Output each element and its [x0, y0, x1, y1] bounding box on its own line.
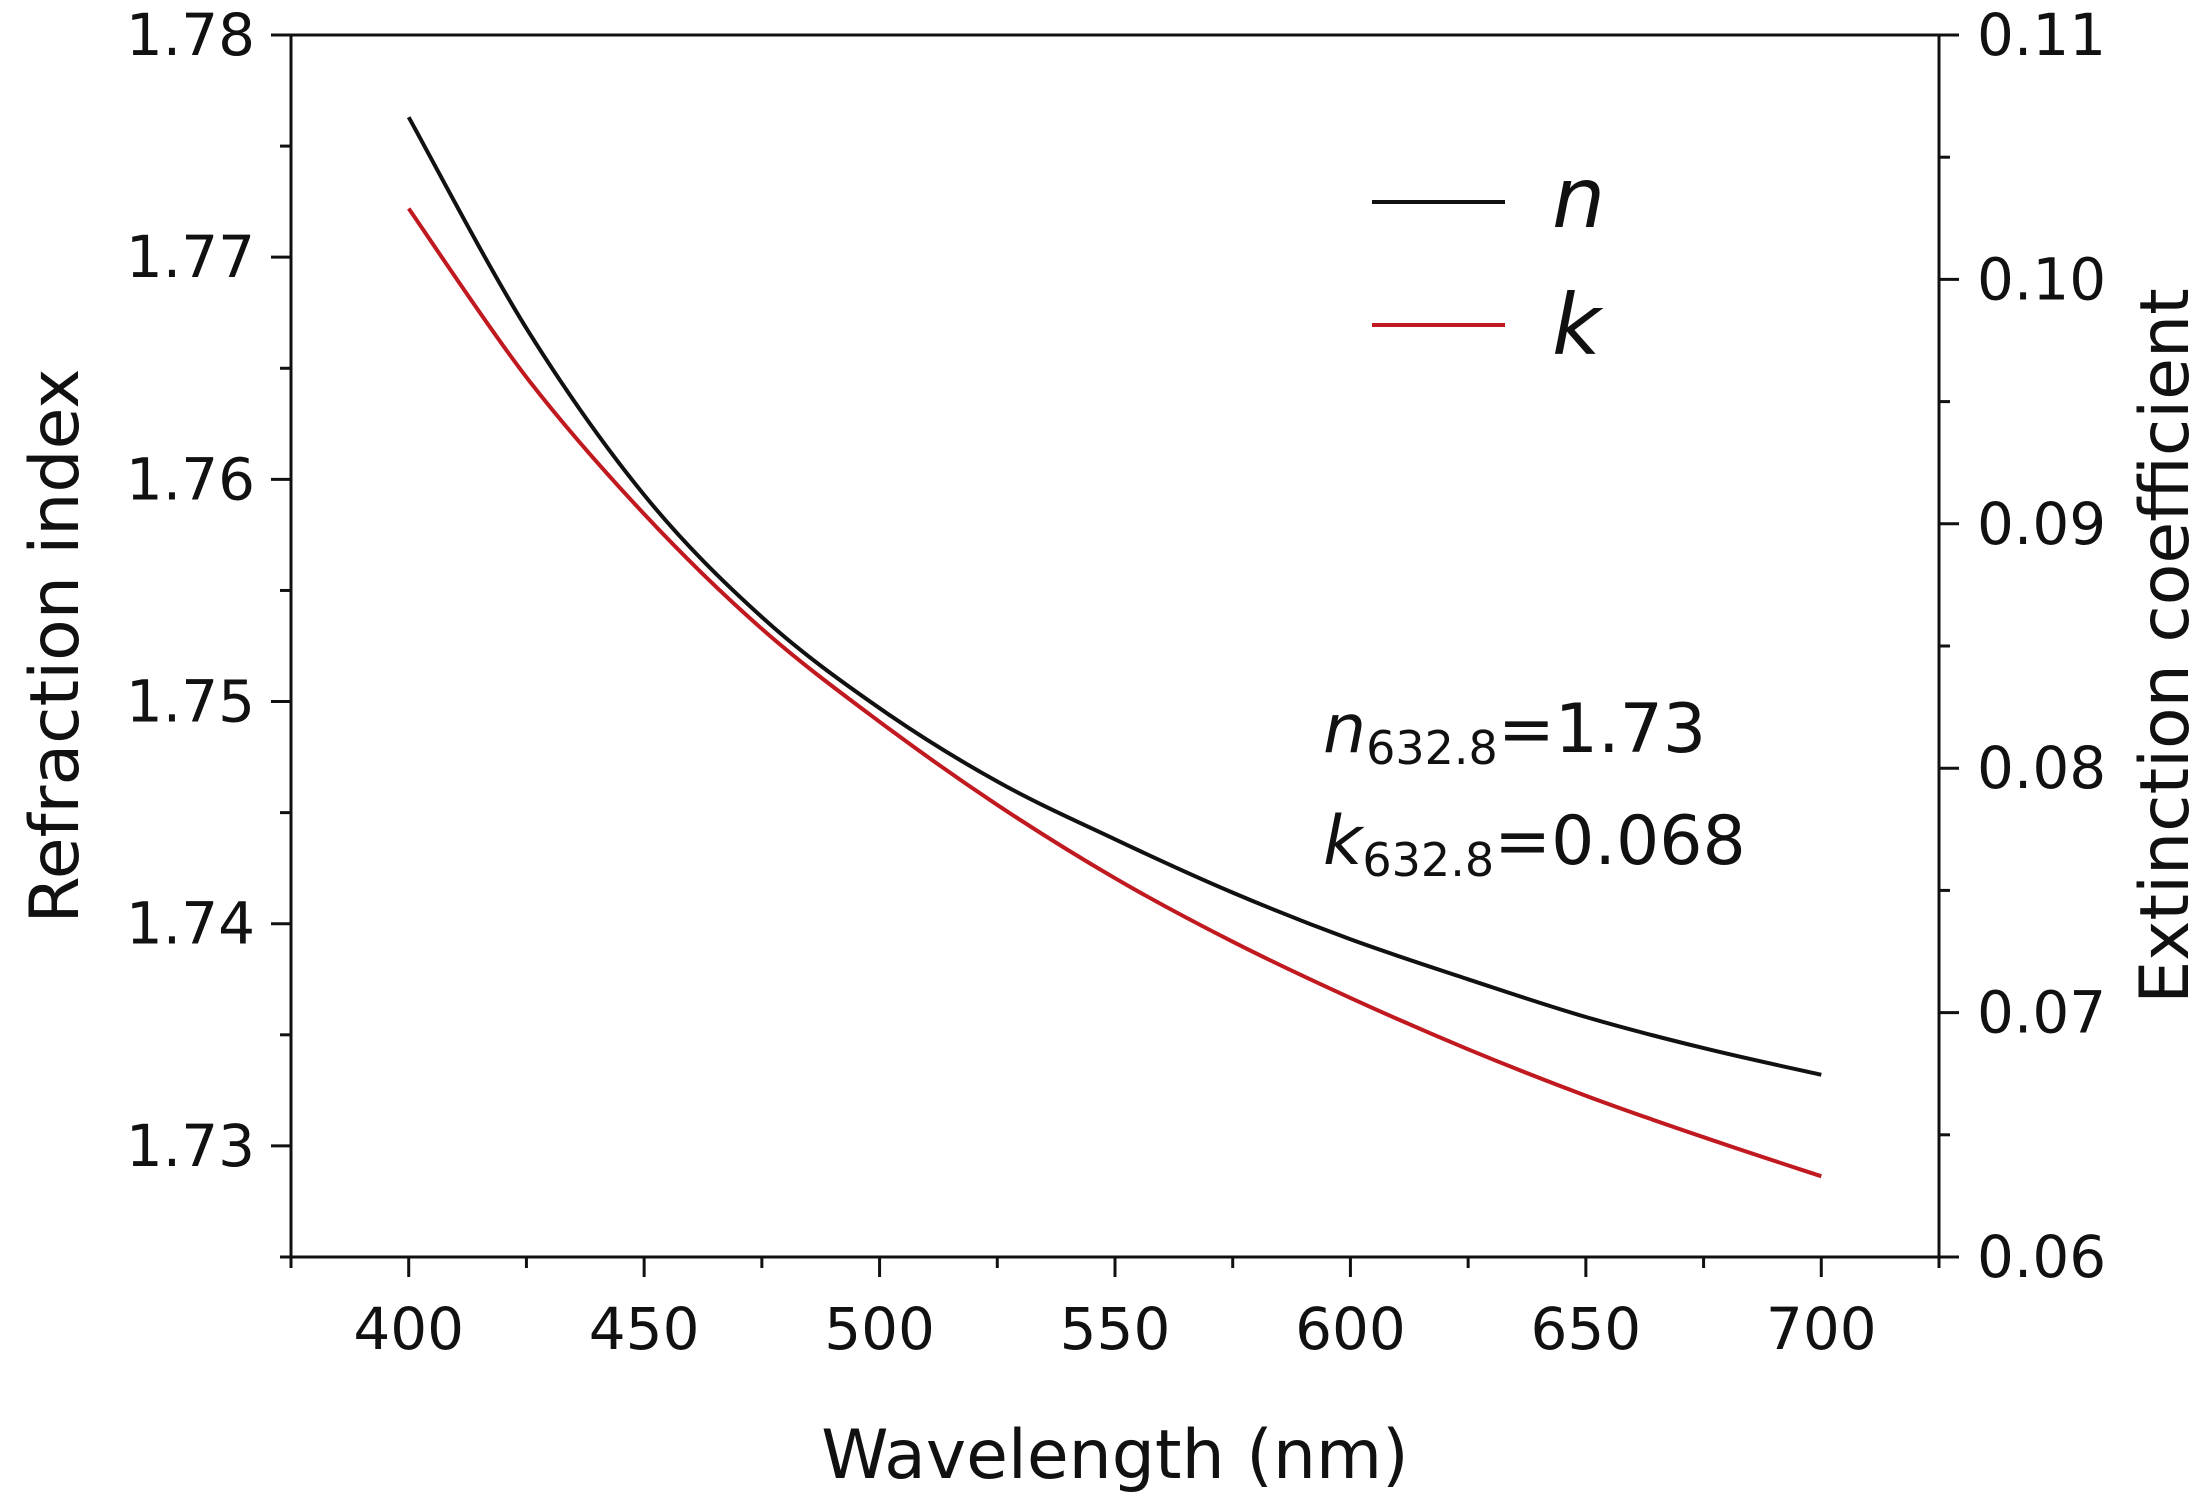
y-tick-label: 1.75: [126, 668, 255, 736]
y-tick-label: 1.78: [126, 1, 255, 69]
x-tick-label: 650: [1530, 1295, 1641, 1363]
y2-tick-label: 0.11: [1977, 1, 2106, 69]
annotation-n: n632.8=1.73: [1323, 690, 1706, 775]
x-tick-label: 550: [1060, 1295, 1171, 1363]
legend-label-n: n: [1552, 149, 1605, 247]
annotation-k: k632.8=0.068: [1323, 802, 1746, 887]
series-k-line: [407, 207, 1822, 1179]
y2-tick-label: 0.06: [1977, 1223, 2106, 1291]
x-tick-label: 700: [1766, 1295, 1877, 1363]
y-axis-left: 1.73 1.74 1.75 1.76 1.77 1.78: [126, 1, 291, 1259]
y-tick-label: 1.74: [126, 890, 255, 958]
series-n-line: [406, 116, 1822, 1077]
legend-label-k: k: [1552, 276, 1604, 374]
x-axis: 400 450 500 550 600 650 700: [289, 1257, 1941, 1363]
x-tick-label: 450: [589, 1295, 700, 1363]
x-tick-label: 500: [824, 1295, 935, 1363]
x-tick-label: 400: [353, 1295, 464, 1363]
x-tick-label: 600: [1295, 1295, 1406, 1363]
y2-axis-title: Extinction coefficient: [2126, 288, 2204, 1004]
x-axis-title: Wavelength (nm): [821, 1416, 1408, 1495]
y-axis-right: 0.06 0.07 0.08 0.09 0.10 0.11: [1939, 1, 2106, 1291]
legend: n k: [1372, 149, 1605, 374]
y-tick-label: 1.76: [126, 445, 255, 513]
y-tick-label: 1.77: [126, 223, 255, 291]
y2-tick-label: 0.10: [1977, 245, 2106, 313]
y-tick-label: 1.73: [126, 1112, 255, 1180]
y2-tick-label: 0.09: [1977, 490, 2106, 558]
y2-tick-label: 0.08: [1977, 734, 2106, 802]
y2-tick-label: 0.07: [1977, 979, 2106, 1047]
y-axis-title: Refraction index: [16, 369, 95, 924]
plot-frame: [289, 33, 1941, 1259]
